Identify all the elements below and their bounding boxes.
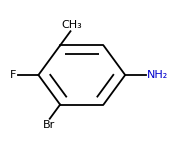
Text: F: F: [10, 70, 17, 80]
Text: Br: Br: [43, 120, 55, 129]
Text: NH₂: NH₂: [147, 70, 168, 80]
Text: CH₃: CH₃: [61, 20, 82, 30]
